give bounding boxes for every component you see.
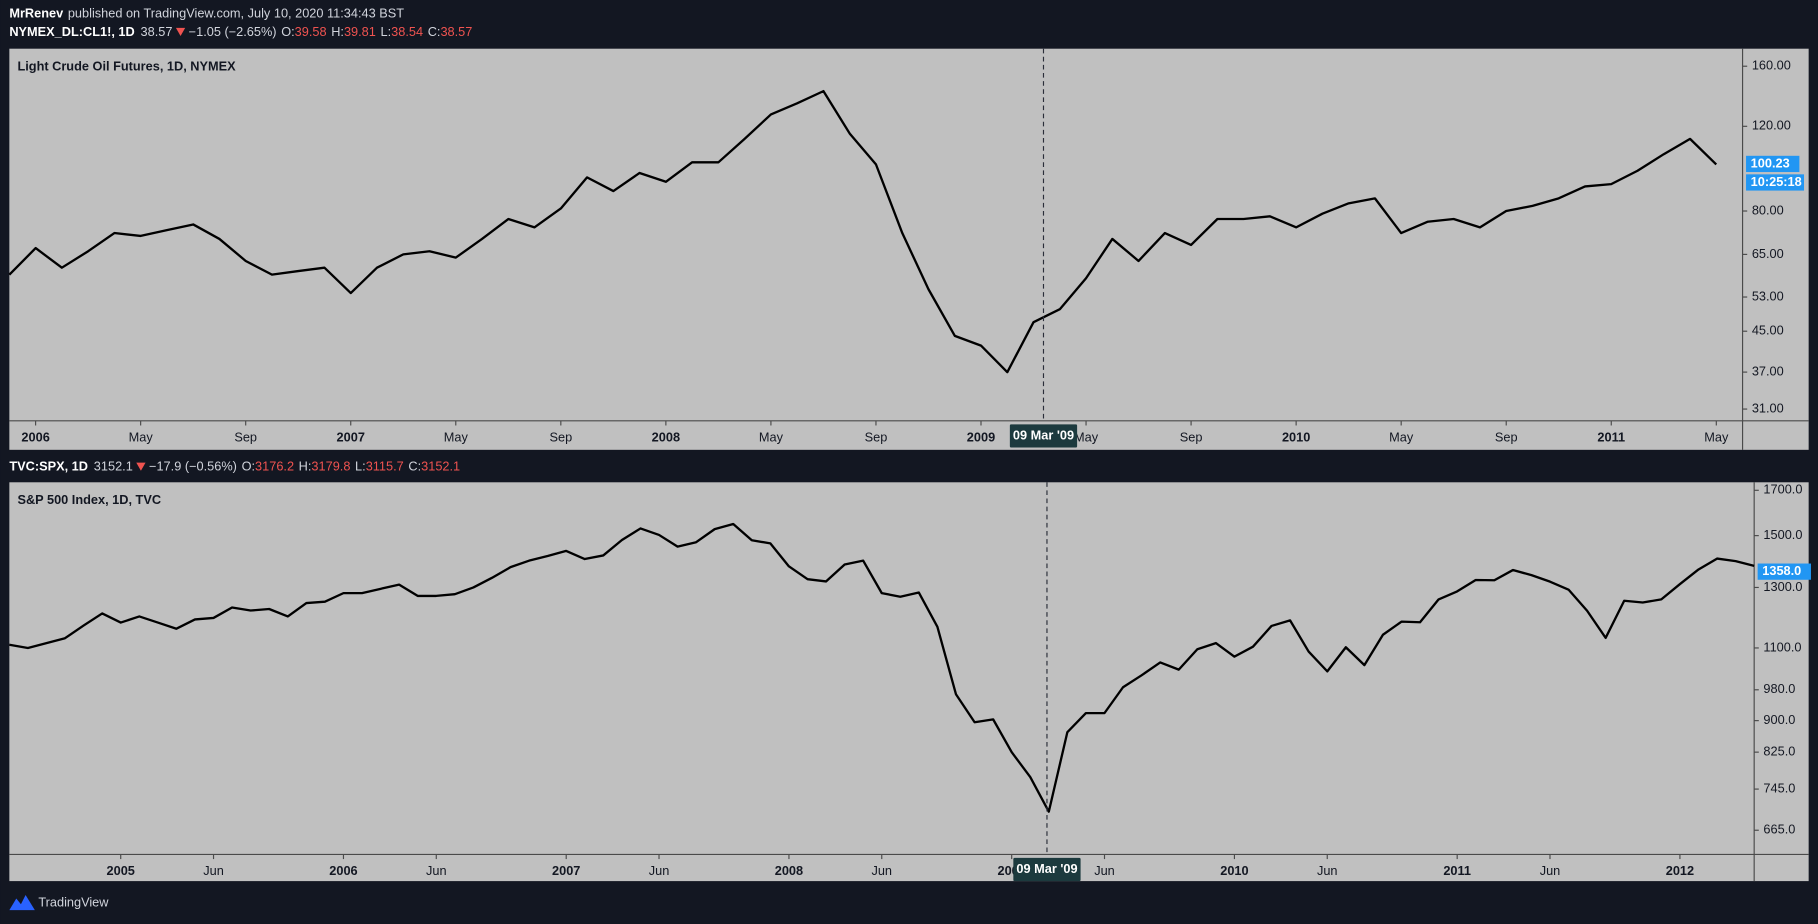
symbol: NYMEX_DL:CL1!, 1D [9, 24, 134, 39]
x-tick-label: 2009 [967, 430, 995, 445]
y-tick-label: 45.00 [1752, 323, 1784, 338]
panel [9, 482, 1809, 882]
y-tick-label: 53.00 [1752, 288, 1784, 303]
logo-icon [9, 895, 35, 911]
ohlc-label: C: [428, 24, 441, 39]
countdown-box [1746, 174, 1805, 191]
ohlc-label: L: [355, 459, 366, 474]
y-tick-label: 65.00 [1752, 246, 1784, 261]
price-line [9, 522, 1755, 813]
x-tick-label: 2006 [21, 430, 49, 445]
y-tick-label: 1700.0 [1763, 482, 1802, 497]
ohlc-label: H: [331, 24, 344, 39]
x-tick-label: 2012 [1666, 863, 1694, 878]
x-tick-label: Sep [1495, 430, 1518, 445]
ohlc-value: 3176.2 [255, 459, 294, 474]
x-tick-label: May [1389, 430, 1414, 445]
author: MrRenev [9, 5, 64, 20]
y-tick-label: 37.00 [1752, 363, 1784, 378]
logo [9, 895, 35, 911]
y-tick-label: 160.00 [1752, 58, 1791, 73]
x-tick-label: 2005 [107, 863, 135, 878]
x-tick-label: 2010 [1220, 863, 1248, 878]
ohlc-label: O: [281, 24, 294, 39]
down-arrow [175, 27, 186, 36]
x-tick-label: 2010 [1282, 430, 1310, 445]
x-tick-label: May [759, 430, 784, 445]
ohlc-value: 3179.8 [311, 459, 350, 474]
countdown: 10:25:18 [1751, 174, 1802, 189]
y-tick-label: 900.0 [1763, 712, 1795, 727]
x-tick-label: Sep [1180, 430, 1203, 445]
x-tick-label: Sep [234, 430, 257, 445]
x-tick-label: Jun [649, 863, 670, 878]
price-label: 100.23 [1751, 155, 1790, 170]
price-label-box [1757, 563, 1811, 580]
x-tick-label: 2007 [552, 863, 580, 878]
x-tick-label: 2011 [1443, 863, 1471, 878]
brand: TradingView [38, 895, 109, 910]
x-tick-label: 2008 [775, 863, 803, 878]
x-tick-label: 2008 [652, 430, 680, 445]
ohlc-value: 39.81 [344, 24, 376, 39]
down-arrow [136, 462, 146, 471]
x-tick-label: 2006 [329, 863, 357, 878]
change: −1.05 (−2.65%) [189, 24, 277, 39]
ohlc-value: 39.58 [295, 24, 327, 39]
price-line [8, 89, 1718, 374]
x-tick-label: May [1074, 430, 1099, 445]
change: −17.9 (−0.56%) [149, 459, 237, 474]
last-price: 3152.1 [94, 459, 133, 474]
ohlc-value: 38.54 [391, 24, 423, 39]
ohlc-label: O: [242, 459, 255, 474]
x-tick-label: 2007 [337, 430, 365, 445]
last-price: 38.57 [141, 24, 173, 39]
crosshair-label-box [1009, 424, 1078, 448]
y-tick-label: 80.00 [1752, 202, 1784, 217]
y-tick-label: 665.0 [1763, 822, 1795, 837]
crosshair-label-box [1013, 857, 1081, 882]
x-tick-label: Sep [865, 430, 888, 445]
y-tick-label: 980.0 [1763, 681, 1795, 696]
y-tick-label: 1500.0 [1763, 527, 1802, 542]
y-tick-label: 1100.0 [1763, 639, 1801, 654]
ohlc-value: 38.57 [440, 24, 472, 39]
x-tick-label: Jun [871, 863, 892, 878]
x-tick-label: 2011 [1597, 430, 1625, 445]
price-label-box [1746, 155, 1800, 173]
x-tick-label: Jun [1317, 863, 1338, 878]
price-label: 1358.0 [1762, 563, 1801, 578]
published: published on TradingView.com, July 10, 2… [68, 5, 404, 20]
crosshair-label: 09 Mar '09 [1016, 861, 1077, 876]
x-tick-label: Jun [203, 863, 224, 878]
y-tick-label: 31.00 [1752, 400, 1784, 415]
chart-title: Light Crude Oil Futures, 1D, NYMEX [17, 59, 236, 74]
ohlc-value: 3115.7 [366, 459, 404, 474]
symbol: TVC:SPX, 1D [9, 459, 88, 474]
x-tick-label: Jun [426, 863, 447, 878]
y-tick-label: 120.00 [1752, 118, 1791, 133]
ohlc-value: 3152.1 [421, 459, 460, 474]
chart-title: S&P 500 Index, 1D, TVC [17, 492, 161, 507]
ohlc-label: C: [408, 459, 421, 474]
y-tick-label: 1300.0 [1763, 579, 1802, 594]
y-tick-label: 745.0 [1763, 780, 1795, 795]
x-tick-label: May [1704, 430, 1729, 445]
ohlc-label: L: [381, 24, 392, 39]
x-tick-label: May [444, 430, 469, 445]
ohlc-label: H: [299, 459, 312, 474]
x-tick-label: Sep [549, 430, 572, 445]
x-tick-label: Jun [1540, 863, 1561, 878]
x-tick-label: Jun [1094, 863, 1115, 878]
crosshair-label: 09 Mar '09 [1013, 427, 1074, 442]
y-tick-label: 825.0 [1763, 744, 1795, 759]
x-tick-label: May [129, 430, 154, 445]
